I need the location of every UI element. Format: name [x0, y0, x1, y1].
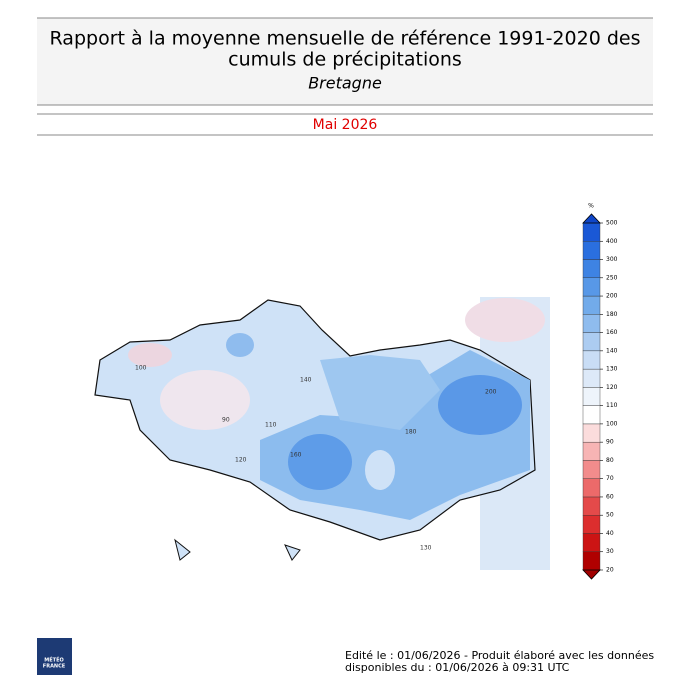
contour-label: 160 — [290, 452, 302, 459]
title: cumuls de précipitations — [228, 49, 462, 71]
low-zone — [128, 343, 172, 367]
legend-swatch — [582, 368, 601, 388]
contour-label: 100 — [135, 365, 147, 372]
legend-label: 130 — [606, 366, 618, 373]
legend-label: 100 — [606, 420, 618, 427]
legend-swatch — [582, 332, 601, 352]
legend-arrow — [582, 569, 601, 580]
logo — [37, 638, 72, 675]
contour-label: 130 — [420, 545, 432, 552]
legend-swatch — [582, 295, 601, 315]
legend-label: 40 — [606, 530, 614, 537]
min-zone — [365, 450, 395, 490]
legend-label: 500 — [606, 220, 618, 227]
legend-swatch — [582, 496, 601, 516]
legend-swatch — [582, 241, 601, 260]
high-zone — [320, 355, 440, 430]
legend-label: 80 — [606, 457, 614, 464]
legend-label: 140 — [606, 347, 618, 354]
legend-label: 250 — [606, 274, 618, 281]
legend-label: 200 — [606, 293, 618, 300]
legend-swatch — [582, 387, 601, 406]
contour-label: 200 — [485, 389, 497, 396]
legend-arrow — [582, 213, 601, 224]
low-zone — [160, 370, 250, 430]
logo-text: MÉTÉO — [44, 656, 63, 664]
title: Rapport à la moyenne mensuelle de référe… — [50, 28, 641, 50]
legend-unit: % — [588, 203, 594, 210]
legend-label: 180 — [606, 311, 618, 318]
legend-swatch — [582, 441, 601, 461]
period: Mai 2026 — [313, 117, 378, 133]
legend-label: 30 — [606, 548, 614, 555]
region: Bretagne — [308, 74, 382, 93]
high-zone — [226, 333, 254, 357]
low-zone — [465, 298, 545, 342]
max-zone — [438, 375, 522, 435]
legend-swatch — [582, 478, 601, 498]
contour-label: 180 — [405, 429, 417, 436]
logo-text: FRANCE — [43, 664, 66, 670]
contour-label: 120 — [235, 457, 247, 464]
legend-swatch — [582, 314, 601, 333]
contour-label: 110 — [265, 422, 277, 429]
color-legend: % 20 30 40 50 60 70 80 90 100 110 120 130 140 160 180 2… — [582, 203, 618, 580]
legend-label: 300 — [606, 256, 618, 263]
footer-text: Edité le : 01/06/2026 - Produit élaboré … — [345, 649, 654, 662]
legend-swatch — [582, 533, 601, 552]
header-box — [37, 18, 653, 105]
legend-label: 60 — [606, 493, 614, 500]
legend-label: 50 — [606, 512, 614, 519]
legend-swatch — [582, 423, 601, 443]
islands — [174, 538, 301, 561]
legend-label: 70 — [606, 475, 614, 482]
contour-label: 140 — [300, 377, 312, 384]
legend-label: 20 — [606, 567, 614, 574]
legend-swatch — [582, 405, 601, 425]
max-zone — [288, 434, 352, 490]
legend-label: 120 — [606, 384, 618, 391]
footer-text: disponibles du : 01/06/2026 à 09:31 UTC — [345, 661, 570, 674]
legend-swatch — [582, 551, 601, 571]
legend-label: 90 — [606, 439, 614, 446]
legend-swatch — [582, 277, 601, 297]
contour-label: 90 — [222, 417, 230, 424]
legend-label: 160 — [606, 329, 618, 336]
legend-label: 400 — [606, 238, 618, 245]
legend-swatch — [582, 515, 601, 534]
map: 100 90 110 120 140 160 180 200 130 — [94, 297, 550, 570]
legend-swatch — [582, 460, 601, 479]
legend-swatch — [582, 259, 601, 278]
legend-swatch — [582, 222, 601, 242]
legend-swatch — [582, 350, 601, 370]
legend-label: 110 — [606, 402, 618, 409]
